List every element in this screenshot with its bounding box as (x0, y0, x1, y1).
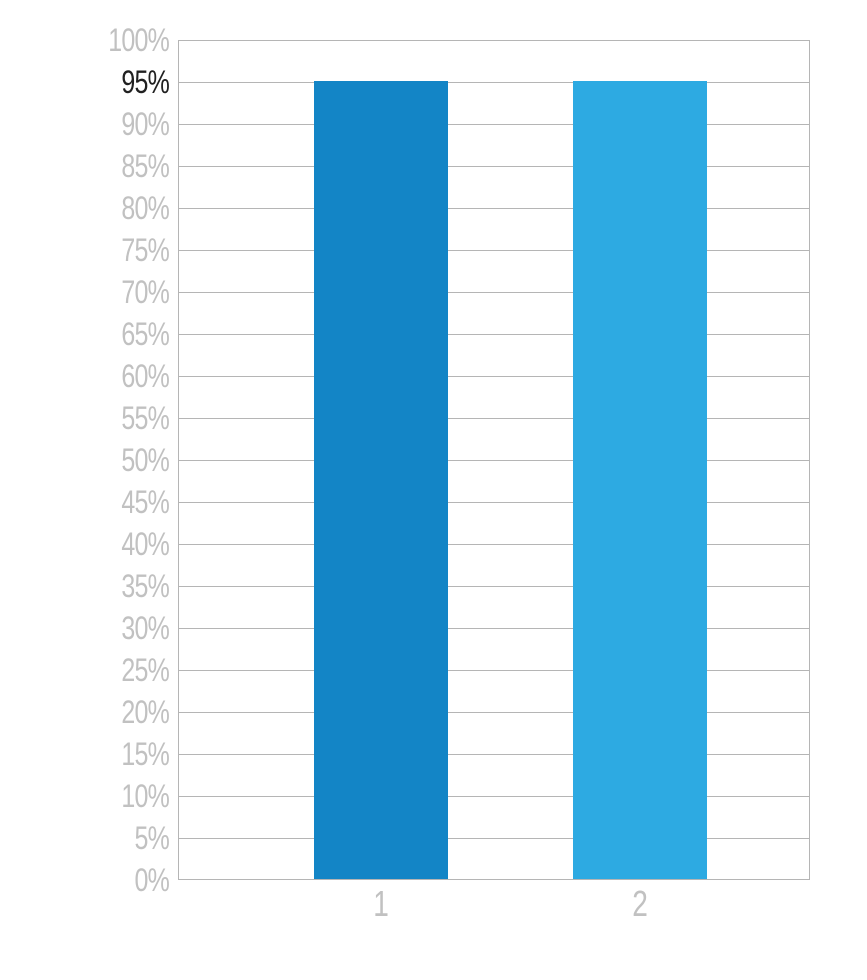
chart-gridline (179, 376, 809, 377)
y-axis-tick-label: 25% (99, 654, 169, 686)
chart-gridline (179, 502, 809, 503)
chart-gridline (179, 292, 809, 293)
y-axis-tick-label: 5% (99, 822, 169, 854)
y-axis-tick-label: 75% (99, 234, 169, 266)
chart-gridline (179, 586, 809, 587)
y-axis-tick-label: 85% (99, 150, 169, 182)
chart-gridline (179, 796, 809, 797)
y-axis-tick-label: 55% (99, 402, 169, 434)
chart-gridline (179, 544, 809, 545)
chart-gridline (179, 418, 809, 419)
y-axis-tick-label: 50% (99, 444, 169, 476)
chart-gridline (179, 754, 809, 755)
x-axis-tick-label: 1 (373, 883, 389, 925)
chart-plot-area: 0%5%10%15%20%25%30%35%40%45%50%55%60%65%… (178, 40, 810, 880)
chart-gridline (179, 628, 809, 629)
chart-gridline (179, 208, 809, 209)
chart-gridline (179, 40, 809, 41)
chart-gridline (179, 250, 809, 251)
y-axis-tick-label: 40% (99, 528, 169, 560)
y-axis-tick-label: 90% (99, 108, 169, 140)
y-axis-tick-label: 100% (99, 24, 169, 56)
y-axis-tick-label: 35% (99, 570, 169, 602)
chart-gridline (179, 460, 809, 461)
chart-bar (314, 81, 448, 879)
chart-gridline (179, 82, 809, 83)
chart-gridline (179, 712, 809, 713)
y-axis-tick-label: 65% (99, 318, 169, 350)
x-axis-tick-label: 2 (633, 883, 649, 925)
chart-bar (573, 81, 707, 879)
y-axis-tick-label: 45% (99, 486, 169, 518)
y-axis-tick-label: 10% (99, 780, 169, 812)
y-axis-tick-label: 30% (99, 612, 169, 644)
y-axis-tick-label: 20% (99, 696, 169, 728)
chart-gridline (179, 166, 809, 167)
y-axis-tick-label: 15% (99, 738, 169, 770)
y-axis-tick-label: 95% (99, 66, 169, 98)
y-axis-tick-label: 80% (99, 192, 169, 224)
y-axis-tick-label: 0% (99, 864, 169, 896)
y-axis-tick-label: 60% (99, 360, 169, 392)
chart-gridline (179, 838, 809, 839)
chart-gridline (179, 124, 809, 125)
bar-chart: 0% 5% 10% 15% 20% 25% 30% 35% 40% 45% 50% 55% 60% 65%… (80, 40, 810, 910)
chart-gridline (179, 334, 809, 335)
chart-gridline (179, 670, 809, 671)
y-axis-tick-label: 70% (99, 276, 169, 308)
